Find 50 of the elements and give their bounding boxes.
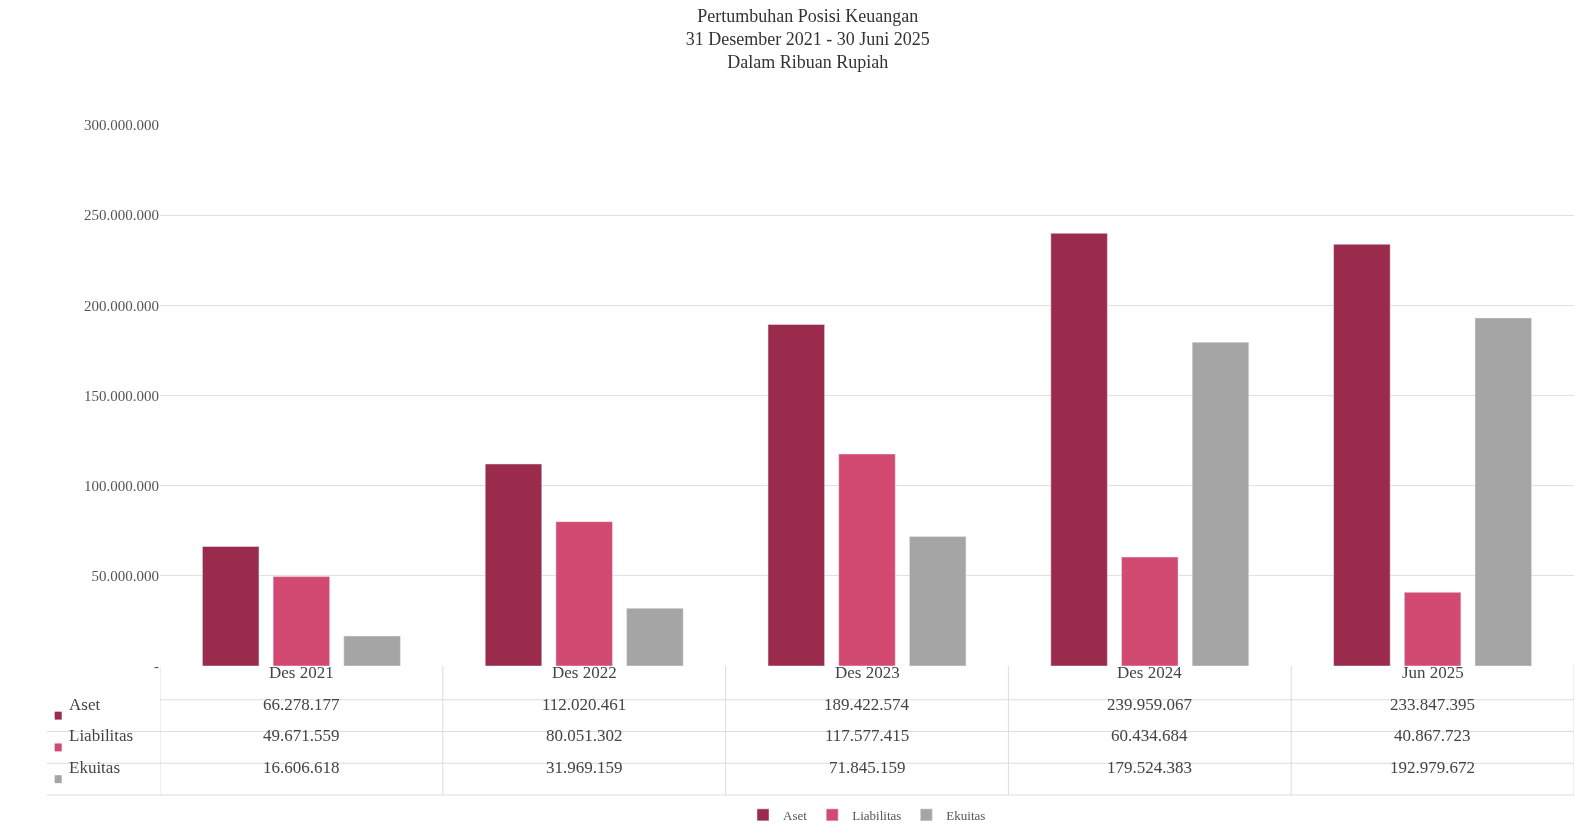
data-label: 117.577.415 bbox=[825, 726, 910, 745]
data-label: 192.979.672 bbox=[1390, 758, 1475, 777]
legend-label: Aset bbox=[69, 695, 101, 714]
y-tick-label: 200.000.000 bbox=[84, 297, 159, 314]
data-label: 233.847.395 bbox=[1390, 695, 1475, 714]
y-tick-label: 100.000.000 bbox=[84, 477, 159, 494]
y-tick-label: 50.000.000 bbox=[91, 568, 159, 585]
bar bbox=[1050, 233, 1108, 666]
bar bbox=[202, 546, 260, 666]
data-label: 239.959.067 bbox=[1107, 695, 1193, 714]
x-tick-label: Des 2023 bbox=[835, 663, 900, 682]
legend-label: Liabilitas bbox=[852, 807, 902, 823]
x-tick-label: Jun 2025 bbox=[1402, 663, 1464, 682]
data-label: 31.969.159 bbox=[546, 758, 623, 777]
bar bbox=[272, 576, 330, 666]
text: Aset bbox=[783, 807, 807, 823]
data-label: 80.051.302 bbox=[546, 726, 623, 745]
data-label: 71.845.159 bbox=[829, 758, 906, 777]
data-label: 189.422.574 bbox=[824, 695, 910, 714]
text: Ekuitas bbox=[69, 758, 120, 777]
bar bbox=[1121, 556, 1179, 666]
chart-title: Pertumbuhan Posisi Keuangan bbox=[697, 5, 919, 26]
bar bbox=[343, 635, 401, 666]
bar bbox=[1404, 592, 1462, 666]
data-label: 16.606.618 bbox=[263, 758, 340, 777]
bar bbox=[1191, 342, 1250, 666]
data-label: 179.524.383 bbox=[1107, 758, 1192, 777]
data-label: 40.867.723 bbox=[1394, 726, 1471, 745]
legend-label: Ekuitas bbox=[946, 807, 986, 823]
text: Liabilitas bbox=[69, 726, 134, 745]
data-label: 60.434.684 bbox=[1111, 726, 1188, 745]
y-tick-label: 300.000.000 bbox=[84, 117, 159, 134]
x-tick-label: Des 2024 bbox=[1117, 663, 1183, 682]
chart-subtitle: 31 Desember 2021 - 30 Juni 2025 Dalam Ribuan Rupiah bbox=[685, 29, 930, 73]
data-label: 112.020.461 bbox=[542, 695, 627, 714]
bar bbox=[626, 608, 684, 666]
bar bbox=[484, 463, 543, 666]
x-tick-label: Des 2021 bbox=[269, 663, 334, 682]
bar bbox=[1333, 244, 1391, 666]
bar bbox=[838, 453, 896, 666]
bar bbox=[909, 536, 967, 666]
x-tick-label: Des 2022 bbox=[552, 663, 617, 682]
bar bbox=[555, 521, 613, 666]
y-tick-label: - bbox=[154, 658, 159, 675]
bar bbox=[1474, 317, 1532, 666]
y-tick-label: 250.000.000 bbox=[84, 207, 159, 224]
data-label: 66.278.177 bbox=[263, 695, 340, 714]
bar bbox=[767, 324, 825, 666]
y-tick-label: 150.000.000 bbox=[84, 387, 159, 404]
data-label: 49.671.559 bbox=[263, 726, 340, 745]
